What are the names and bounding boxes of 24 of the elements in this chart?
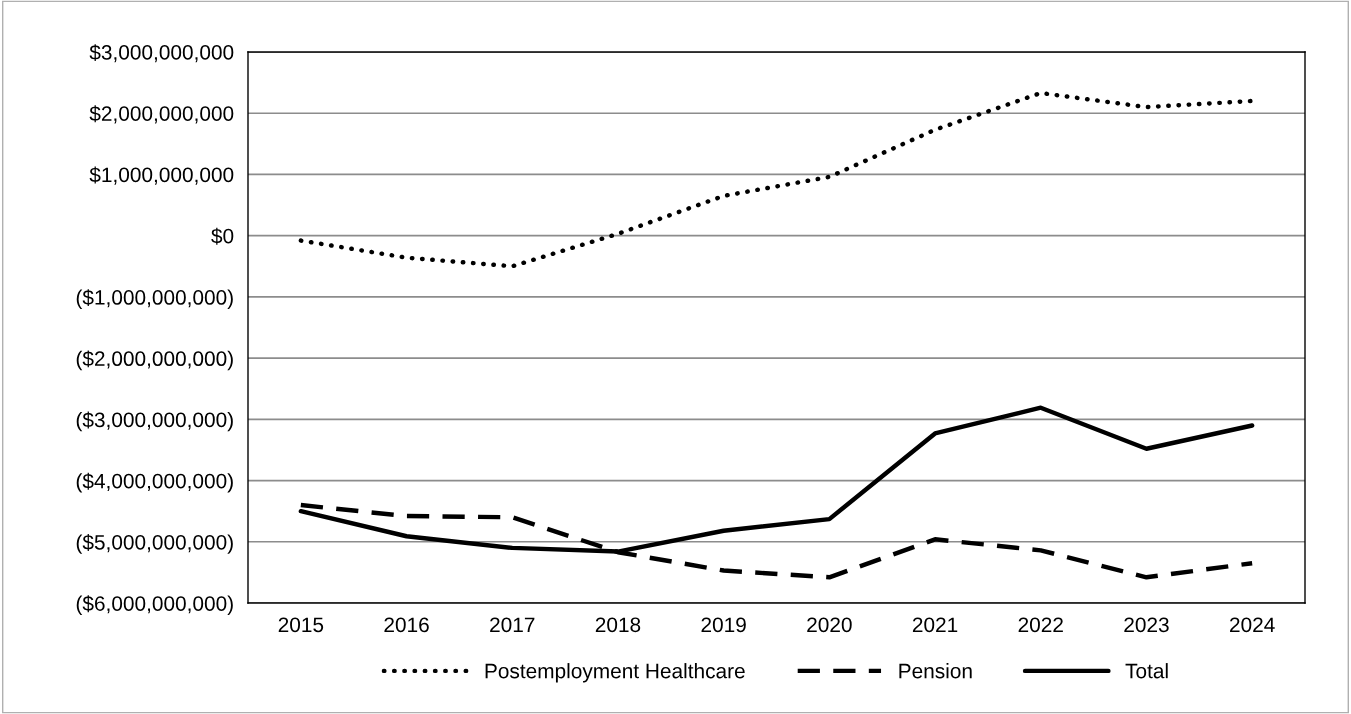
legend-label: Pension bbox=[899, 663, 972, 679]
x-tick-label: 2021 bbox=[912, 617, 958, 633]
x-tick-label: 2019 bbox=[701, 617, 746, 633]
x-tick-label: 2015 bbox=[278, 617, 324, 633]
x-tick-label: 2022 bbox=[1018, 617, 1063, 633]
y-tick-label: $2,000,000,000 bbox=[89, 105, 234, 124]
y-tick-label: ($6,000,000,000) bbox=[76, 595, 233, 616]
line-series bbox=[298, 90, 1255, 269]
x-tick-label: 2018 bbox=[595, 617, 641, 633]
x-tick-label: 2017 bbox=[490, 617, 535, 633]
legend-label: Postemployment Healthcare bbox=[485, 663, 745, 683]
y-tick-label: $1,000,000,000 bbox=[89, 166, 234, 185]
x-tick-label: 2016 bbox=[384, 617, 429, 633]
y-tick-label: $3,000,000,000 bbox=[89, 44, 234, 63]
x-tick-label: 2020 bbox=[807, 617, 852, 633]
y-tick-label: $0 bbox=[211, 227, 234, 245]
y-tick-label: ($4,000,000,000) bbox=[76, 472, 233, 493]
y-tick-label: ($5,000,000,000) bbox=[76, 534, 233, 554]
y-tick-label: ($3,000,000,000) bbox=[76, 411, 233, 432]
legend-label: Total bbox=[1125, 663, 1168, 679]
x-tick-label: 2023 bbox=[1124, 617, 1169, 633]
y-tick-label: ($2,000,000,000) bbox=[76, 350, 233, 371]
x-tick-label: 2024 bbox=[1230, 617, 1275, 633]
y-tick-label: ($1,000,000,000) bbox=[76, 289, 233, 309]
